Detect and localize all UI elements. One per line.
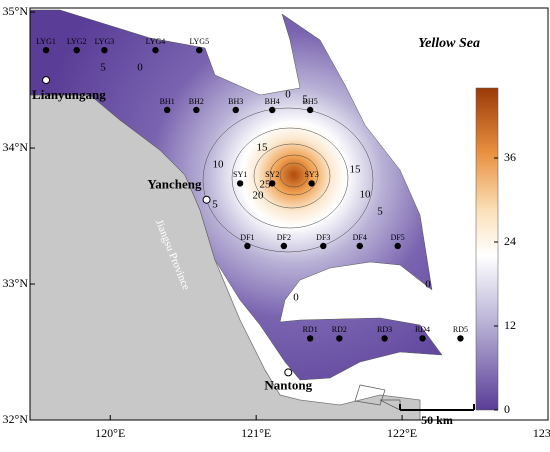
station-label: DF1 bbox=[240, 233, 254, 242]
city-label: Nantong bbox=[264, 377, 312, 392]
contour-label: 25 bbox=[260, 179, 272, 191]
contour-label: 15 bbox=[350, 164, 362, 176]
contour-label: 5 bbox=[302, 94, 308, 106]
station bbox=[381, 335, 388, 342]
station bbox=[280, 242, 288, 250]
frame bbox=[29, 7, 549, 421]
station bbox=[306, 106, 314, 114]
station-label: SY3 bbox=[304, 170, 318, 179]
city-label: Yancheng bbox=[147, 177, 202, 192]
station-label: BH5 bbox=[303, 97, 318, 106]
contour-label: 0 bbox=[137, 62, 143, 74]
station-label: BH4 bbox=[265, 97, 280, 106]
lon-tick-label: 121°E bbox=[241, 426, 271, 440]
station-label: LYG5 bbox=[189, 37, 209, 46]
station bbox=[163, 106, 171, 114]
contour-label: 20 bbox=[253, 190, 265, 202]
map-body bbox=[30, 9, 443, 420]
colorbar-tick-label: 12 bbox=[504, 318, 516, 332]
contour-label: 10 bbox=[360, 189, 372, 201]
station bbox=[196, 46, 203, 54]
station-label: LYG1 bbox=[36, 37, 56, 46]
station bbox=[269, 180, 276, 187]
city bbox=[284, 368, 293, 377]
colorbar-tick-label: 36 bbox=[504, 150, 516, 164]
station-label: DF5 bbox=[391, 233, 405, 242]
colorbar bbox=[475, 87, 499, 411]
field bbox=[30, 9, 443, 381]
station-label: DF4 bbox=[353, 233, 367, 242]
station bbox=[236, 180, 244, 187]
station bbox=[244, 242, 251, 250]
contour-label: 0 bbox=[293, 292, 299, 304]
station bbox=[457, 335, 464, 342]
station bbox=[394, 242, 401, 250]
contour-label: 0 bbox=[425, 279, 431, 291]
city bbox=[42, 76, 51, 85]
station bbox=[419, 335, 426, 342]
station-label: BH3 bbox=[228, 97, 243, 106]
station-label: SY2 bbox=[265, 170, 279, 179]
station-label: RD4 bbox=[415, 325, 430, 334]
contour-label: 0 bbox=[285, 89, 291, 101]
station bbox=[193, 106, 200, 114]
contours bbox=[202, 107, 374, 253]
station-label: DF3 bbox=[316, 233, 330, 242]
lon-tick-label: 122°E bbox=[387, 426, 417, 440]
station-label: SY1 bbox=[233, 170, 247, 179]
station-label: RD3 bbox=[377, 325, 392, 334]
station bbox=[152, 46, 159, 54]
station bbox=[101, 46, 108, 54]
colorbar-tick-label: 24 bbox=[504, 234, 516, 248]
city bbox=[202, 195, 211, 204]
station-label: RD5 bbox=[453, 325, 468, 334]
city-label: Lianyungang bbox=[32, 87, 106, 102]
lon-tick-label: 123°E bbox=[533, 426, 550, 440]
station bbox=[308, 180, 315, 187]
colorbar-tick-label: 0 bbox=[504, 402, 510, 416]
lat-tick-label: 33°N bbox=[3, 276, 29, 290]
station-label: DF2 bbox=[277, 233, 291, 242]
station-label: BH2 bbox=[189, 97, 204, 106]
station bbox=[73, 46, 80, 54]
lat-tick-label: 34°N bbox=[3, 140, 29, 154]
station-label: BH1 bbox=[160, 97, 175, 106]
contour-label: 5 bbox=[100, 62, 106, 74]
contour-label: 10 bbox=[213, 159, 225, 171]
station bbox=[232, 106, 239, 114]
station bbox=[356, 242, 363, 250]
lat-tick-label: 35°N bbox=[3, 4, 29, 18]
contour-label: 15 bbox=[257, 142, 269, 154]
station bbox=[42, 46, 50, 54]
station-label: RD1 bbox=[303, 325, 318, 334]
station-label: RD2 bbox=[332, 325, 347, 334]
station bbox=[269, 106, 276, 114]
station bbox=[336, 335, 343, 342]
station-label: LYG4 bbox=[146, 37, 166, 46]
station bbox=[306, 335, 314, 342]
station-label: LYG3 bbox=[95, 37, 115, 46]
station bbox=[320, 242, 327, 250]
lon-tick-label: 120°E bbox=[95, 426, 125, 440]
scale-label: 50 km bbox=[421, 413, 453, 427]
station-label: LYG2 bbox=[67, 37, 87, 46]
lat-tick-label: 32°N bbox=[3, 412, 29, 426]
sea-label: Yellow Sea bbox=[418, 36, 480, 51]
contour-label: 5 bbox=[377, 206, 383, 218]
contour-label: 5 bbox=[212, 199, 218, 211]
